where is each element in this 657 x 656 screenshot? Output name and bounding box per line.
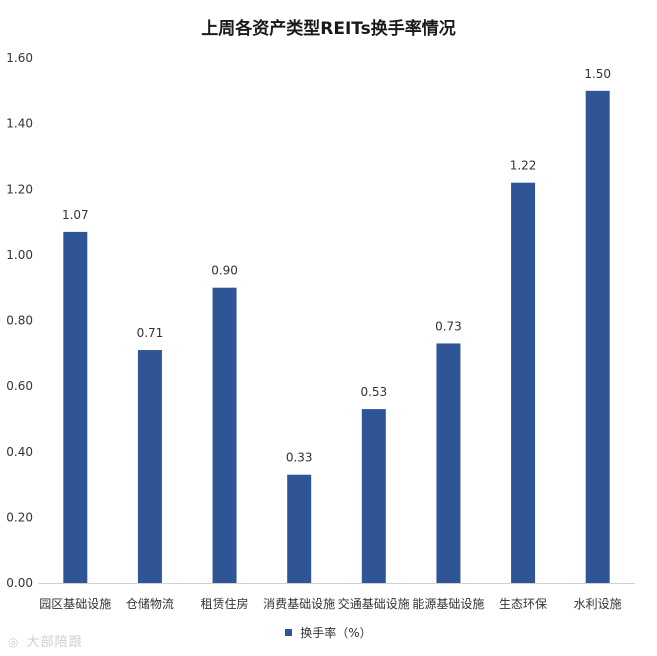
watermark: ◎ 大部陪跟	[8, 631, 83, 650]
bar	[585, 90, 610, 583]
y-tick-label: 1.20	[6, 182, 33, 196]
legend-swatch	[285, 629, 293, 636]
bar	[63, 231, 88, 583]
bar	[511, 182, 536, 583]
x-tick-label: 能源基础设施	[412, 597, 484, 611]
y-tick-label: 1.40	[6, 117, 33, 131]
chart-title: 上周各资产类型REITs换手率情况	[201, 19, 456, 39]
x-tick-label: 交通基础设施	[338, 596, 410, 611]
legend-label: 换手率（%）	[300, 626, 372, 640]
weibo-icon: ◎	[8, 635, 20, 649]
y-tick-label: 0.40	[6, 445, 33, 459]
data-label: 1.07	[62, 208, 89, 222]
x-tick-label: 生态环保	[499, 597, 547, 611]
x-tick-label: 园区基础设施	[39, 597, 111, 611]
bar	[212, 287, 237, 583]
y-tick-label: 1.00	[6, 248, 33, 262]
legend: 换手率（%）	[0, 624, 657, 641]
y-tick-label: 0.00	[6, 576, 33, 590]
data-label: 1.50	[584, 67, 611, 81]
bar	[436, 343, 461, 583]
y-tick-label: 1.60	[6, 51, 33, 65]
watermark-text: 大部陪跟	[26, 635, 83, 650]
data-label: 0.53	[360, 385, 387, 399]
y-tick-label: 0.60	[6, 379, 33, 393]
bar	[137, 350, 162, 583]
y-tick-label: 0.80	[6, 314, 33, 328]
bar	[287, 474, 312, 583]
data-label: 1.22	[510, 159, 537, 173]
x-tick-label: 仓储物流	[126, 596, 174, 611]
bar	[361, 409, 386, 583]
data-label: 0.73	[435, 319, 462, 333]
x-tick-label: 消费基础设施	[263, 597, 335, 611]
x-tick-label: 水利设施	[574, 597, 622, 611]
x-tick-label: 租赁住房	[201, 596, 249, 611]
data-label: 0.33	[286, 451, 313, 465]
data-label: 0.90	[211, 264, 238, 278]
data-label: 0.71	[137, 326, 164, 340]
y-tick-label: 0.20	[6, 510, 33, 524]
